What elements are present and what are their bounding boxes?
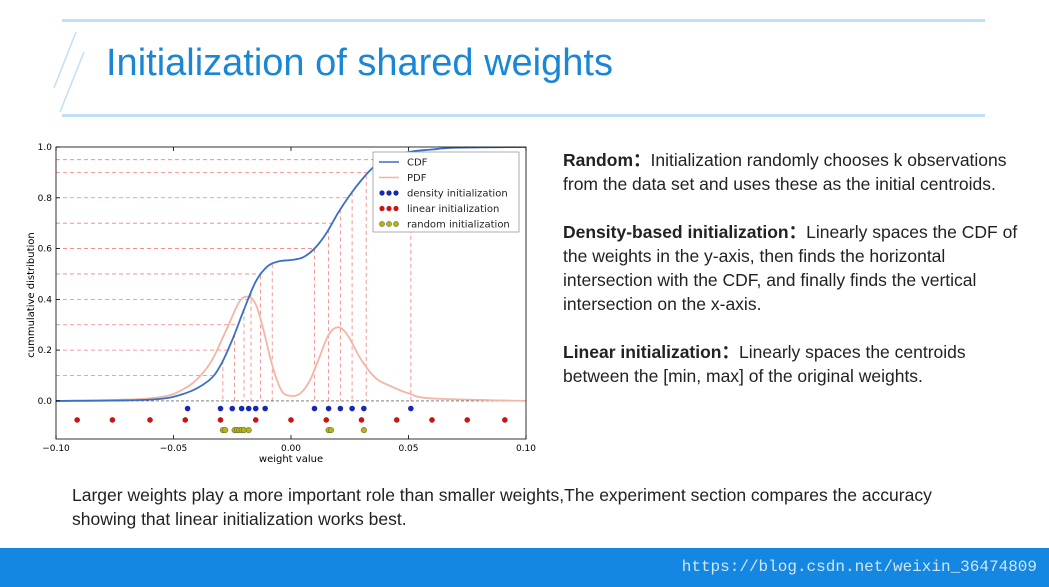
y-tick-label: 0.0 (38, 397, 53, 407)
legend-swatch-dot (393, 205, 399, 212)
x-tick-label: 0.10 (516, 444, 536, 454)
linear-point (502, 417, 508, 423)
y-tick-label: 1.0 (38, 143, 53, 153)
legend-swatch-dot (379, 205, 385, 212)
density-point (229, 405, 236, 412)
random-point (222, 427, 229, 434)
legend-swatch-dot (386, 190, 392, 196)
legend-label: PDF (407, 173, 427, 184)
linear-point (464, 417, 471, 423)
random-section: Random：Initialization randomly chooses k… (563, 148, 1033, 196)
title-divider (62, 114, 985, 117)
y-tick-label: 0.4 (38, 295, 53, 305)
random-point (245, 427, 252, 434)
pdf-line (56, 295, 526, 402)
random-heading: Random： (563, 150, 651, 170)
density-section: Density-based initialization：Linearly sp… (563, 220, 1033, 316)
random-text: Initialization randomly chooses k observ… (563, 150, 1007, 194)
bottom-note: Larger weights play a more important rol… (72, 485, 932, 529)
title-decoration (53, 31, 85, 113)
x-tick-label: 0.05 (398, 444, 418, 454)
linear-point (288, 417, 294, 423)
linear-section: Linear initialization：Linearly spaces th… (563, 340, 1033, 388)
x-axis-ticks: −0.10 −0.05 0.00 0.05 0.10 (42, 147, 536, 454)
linear-point (74, 417, 80, 423)
legend-swatch-dot (379, 190, 385, 196)
x-tick-label: −0.10 (42, 444, 70, 454)
linear-point (323, 417, 330, 423)
x-tick-label: −0.05 (160, 444, 188, 454)
linear-point (393, 417, 400, 423)
legend-swatch-dot (393, 221, 399, 227)
footer-bar: https://blog.csdn.net/weixin_36474809 (0, 548, 1049, 587)
x-tick-label: 0.00 (281, 444, 301, 454)
linear-point (429, 417, 435, 423)
linear-point (252, 417, 259, 423)
initialization-points (74, 405, 508, 434)
top-divider (62, 19, 985, 22)
density-point (217, 405, 224, 412)
x-axis-label: weight value (259, 454, 323, 465)
y-axis-ticks: 0.0 0.2 0.4 0.6 0.8 1.0 (38, 143, 60, 407)
linear-heading: Linear initialization： (563, 342, 739, 362)
legend-label: random initialization (407, 220, 510, 231)
density-text: Linearly spaces the CDF of the weights i… (563, 222, 1018, 314)
density-point (325, 405, 332, 412)
density-point (408, 405, 414, 412)
cdf-pdf-chart: −0.10 −0.05 0.00 0.05 0.10 0.0 0.2 0.4 0.6 0.8 1.… (20, 135, 542, 470)
linear-point (217, 417, 224, 423)
random-point (360, 427, 367, 434)
density-point (184, 405, 191, 412)
y-axis-label: cummulative distribution (26, 232, 37, 358)
density-point (245, 405, 252, 412)
linear-point (109, 417, 116, 423)
random-point (327, 427, 335, 434)
chart-svg: −0.10 −0.05 0.00 0.05 0.10 0.0 0.2 0.4 0.6 0.8 1.… (26, 143, 536, 465)
linear-point (182, 417, 189, 423)
legend-swatch-dot (379, 221, 385, 227)
slide-title: Initialization of shared weights (106, 42, 613, 84)
watermark: https://blog.csdn.net/weixin_36474809 (681, 558, 1037, 576)
density-point (262, 405, 268, 412)
density-heading: Density-based initialization： (563, 222, 807, 242)
legend-label: linear initialization (407, 204, 499, 215)
legend: CDF PDF density initialization linear initi… (372, 151, 520, 233)
density-point (252, 405, 259, 412)
y-tick-label: 0.8 (38, 194, 53, 204)
density-point (311, 405, 318, 412)
legend-swatch-dot (386, 205, 392, 212)
density-point (361, 405, 367, 412)
legend-label: density initialization (407, 189, 508, 200)
legend-label: CDF (407, 158, 428, 169)
density-point (349, 405, 355, 412)
linear-text: Linearly spaces the centroids between th… (563, 342, 966, 386)
linear-point (358, 417, 365, 423)
density-point (337, 405, 344, 412)
y-tick-label: 0.2 (38, 346, 52, 356)
linear-point (147, 417, 153, 423)
density-point (238, 405, 245, 412)
legend-swatch-dot (386, 221, 392, 227)
legend-swatch-dot (393, 190, 399, 196)
density-guide-lines (56, 151, 526, 402)
y-tick-label: 0.6 (38, 245, 53, 255)
method-descriptions: Random：Initialization randomly chooses k… (563, 148, 1033, 412)
